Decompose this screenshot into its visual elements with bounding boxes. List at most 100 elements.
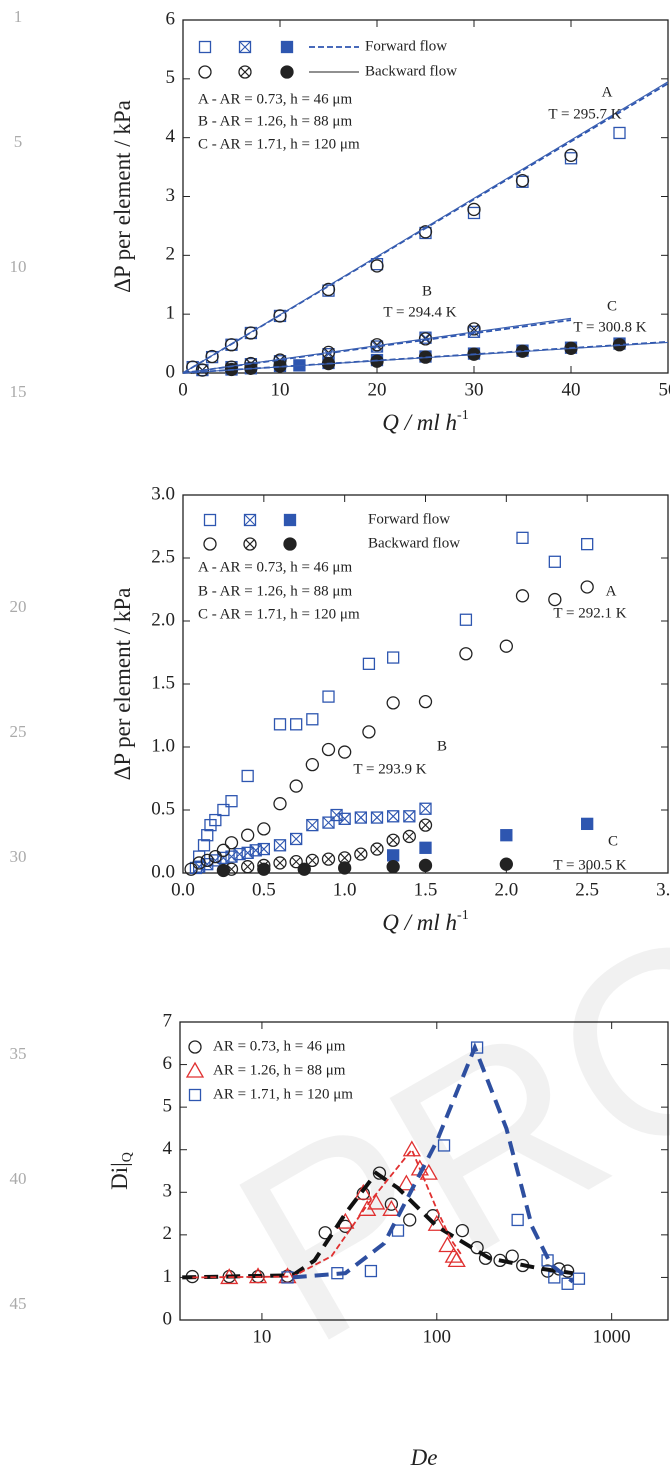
marker-square [459,613,473,626]
annotation: T = 294.4 K [383,304,456,320]
y-tick-label: 1.5 [151,672,175,693]
data-point [283,513,297,527]
y-tick-label: 7 [163,1010,173,1031]
data-point [306,713,319,726]
data-point [548,555,561,568]
marker-cross [257,843,270,855]
marker-square [387,849,400,862]
fit-line [182,317,572,374]
x-label-text: Q / ml h [382,410,457,435]
marker-cross [193,860,206,873]
marker-triangle [382,1199,401,1216]
y-tick-label: 3 [163,1181,173,1202]
data-point [238,65,252,79]
marker-circle [418,818,433,832]
watermark: PRO [193,866,670,1399]
data-point [321,742,336,757]
fit-line [182,1170,574,1280]
marker-cross [388,835,398,845]
fit-line [182,81,669,374]
data-point [386,860,400,874]
line-number: 15 [10,382,27,401]
data-point [564,152,578,165]
marker-square [198,40,212,54]
marker-circle [280,65,294,79]
marker-circle [198,65,212,79]
marker-circle [467,322,481,336]
marker-cross [245,539,255,549]
annotation: T = 295.7 K [548,106,621,122]
data-point [564,148,578,162]
data-point [372,1166,387,1180]
y-tick-label: 0 [166,361,176,382]
annotation: B [422,283,432,299]
marker-square [500,829,513,842]
data-point [205,349,219,364]
y-axis-label: Di|Q [107,1152,135,1190]
marker-square [419,802,432,815]
x-tick-label: 0.5 [252,879,276,900]
data-point [297,862,311,876]
annotation: B [437,738,447,754]
condition-label: A - AR = 0.73, h = 46 μm [198,91,352,107]
y-tick-label: 0.5 [151,798,175,819]
x-label-sup: -1 [457,408,469,423]
marker-circle [548,592,562,607]
data-point [362,657,376,670]
data-point [478,1251,493,1265]
marker-square [283,513,297,527]
data-point [470,1041,484,1054]
data-point [338,812,351,825]
marker-square [238,40,252,54]
marker-square [516,531,529,544]
data-point [437,1139,451,1152]
data-point [397,1174,416,1191]
plot-frame [179,1021,669,1321]
marker-square [249,844,262,857]
marker-circle [257,822,271,836]
data-point [273,839,287,852]
line-number: 20 [10,597,27,616]
legend-label: Forward flow [368,511,450,527]
fit-line [182,341,669,374]
marker-circle [362,725,376,739]
data-point [364,1264,378,1278]
data-point [283,537,297,551]
marker-circle [386,833,400,847]
marker-square [217,851,230,865]
x-tick-label: 10 [252,1326,271,1347]
marker-circle [418,858,433,873]
data-point [201,829,214,842]
x-tick-label: 30 [465,379,484,400]
marker-square [387,810,400,823]
marker-circle [321,852,336,866]
data-point [273,309,287,323]
data-point [322,690,335,703]
data-point [244,326,258,340]
marker-circle [224,836,239,850]
data-point [241,769,254,783]
marker-circle [338,861,352,875]
data-point [225,795,238,808]
marker-square [322,816,335,829]
x-tick-label: 1000 [593,1326,631,1347]
marker-cross [338,812,351,825]
marker-circle [499,857,513,871]
y-tick-label: 3 [166,185,176,206]
marker-triangle [438,1236,457,1253]
marker-circle [386,860,400,874]
marker-circle [241,860,255,874]
line-number: 25 [10,722,27,741]
data-point [198,65,212,79]
data-point [185,1061,205,1078]
data-point [243,537,257,551]
data-point [224,338,239,352]
marker-circle [216,863,231,878]
data-point [548,592,562,607]
data-point [305,853,319,868]
marker-cross [225,850,238,863]
line-number: 35 [10,1044,27,1063]
x-axis-label: Q / ml h-1 [382,408,468,435]
data-point [402,829,416,844]
marker-circle [515,173,530,188]
